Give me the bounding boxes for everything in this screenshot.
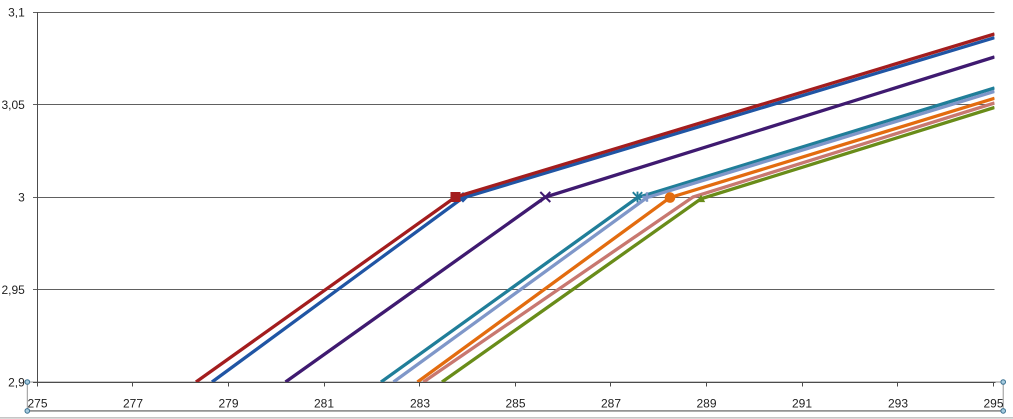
svg-text:283: 283 <box>410 397 430 411</box>
svg-text:291: 291 <box>792 397 812 411</box>
svg-text:285: 285 <box>505 397 525 411</box>
svg-text:279: 279 <box>218 397 238 411</box>
svg-text:2,9: 2,9 <box>8 376 25 390</box>
svg-text:275: 275 <box>27 397 47 411</box>
svg-text:3,1: 3,1 <box>8 6 25 20</box>
svg-text:293: 293 <box>888 397 908 411</box>
svg-text:2,95: 2,95 <box>1 283 25 297</box>
svg-text:3,05: 3,05 <box>1 98 25 112</box>
svg-text:289: 289 <box>696 397 716 411</box>
svg-text:287: 287 <box>601 397 621 411</box>
svg-text:3: 3 <box>18 191 25 205</box>
svg-text:295: 295 <box>983 397 1003 411</box>
svg-text:277: 277 <box>123 397 143 411</box>
svg-text:281: 281 <box>314 397 334 411</box>
